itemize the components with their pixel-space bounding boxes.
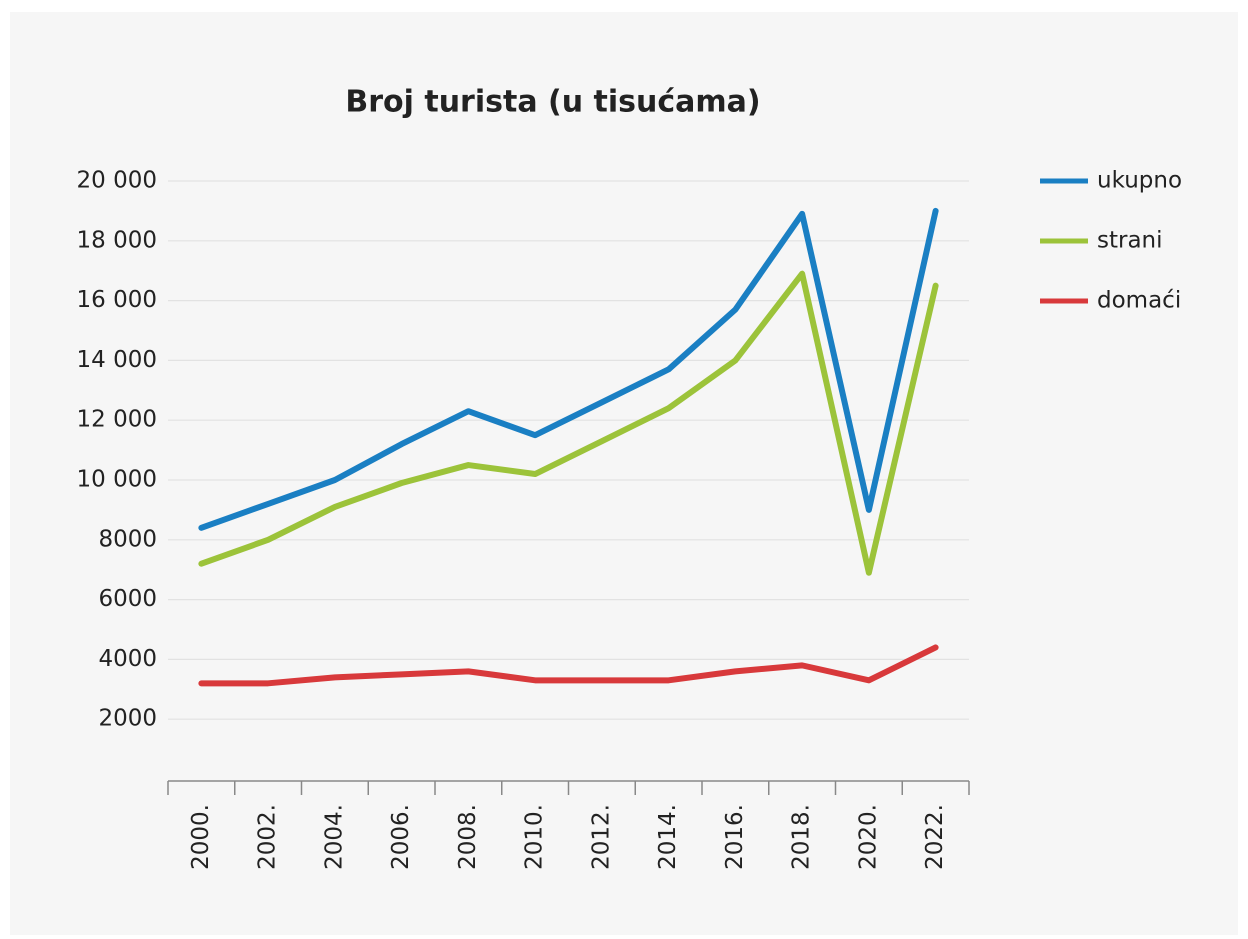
- x-tick-label: 2006.: [388, 804, 414, 870]
- chart-title: Broj turista (u tisućama): [345, 85, 760, 120]
- x-tick-label: 2000.: [188, 804, 214, 870]
- x-tick-label: 2008.: [455, 804, 481, 870]
- x-tick-label: 2020.: [855, 804, 881, 870]
- y-tick-label: 14 000: [77, 347, 157, 373]
- legend-label: domaći: [1097, 288, 1181, 314]
- y-tick-label: 8000: [98, 526, 157, 552]
- x-tick-label: 2002.: [255, 804, 281, 870]
- x-tick-label: 2010.: [522, 804, 548, 870]
- x-tick-label: 2004.: [321, 804, 347, 870]
- series-line: [198, 207, 939, 531]
- x-tick-label: 2012.: [588, 804, 614, 870]
- y-tick-label: 16 000: [77, 287, 157, 313]
- x-tick-label: 2014.: [655, 804, 681, 870]
- series-line: [198, 644, 939, 687]
- x-tick-label: 2016.: [722, 804, 748, 870]
- x-tick-label: 2022.: [922, 804, 948, 870]
- y-tick-label: 18 000: [77, 227, 157, 253]
- panel: [10, 12, 1238, 935]
- y-tick-label: 12 000: [77, 407, 157, 433]
- y-tick-label: 6000: [98, 586, 157, 612]
- series-line: [198, 270, 939, 576]
- y-tick-label: 4000: [98, 646, 157, 672]
- x-tick-label: 2018.: [789, 804, 815, 870]
- y-tick-label: 10 000: [77, 467, 157, 493]
- legend-label: strani: [1097, 228, 1163, 254]
- y-tick-label: 2000: [98, 706, 157, 732]
- legend-label: ukupno: [1097, 168, 1182, 194]
- y-tick-label: 20 000: [77, 168, 157, 194]
